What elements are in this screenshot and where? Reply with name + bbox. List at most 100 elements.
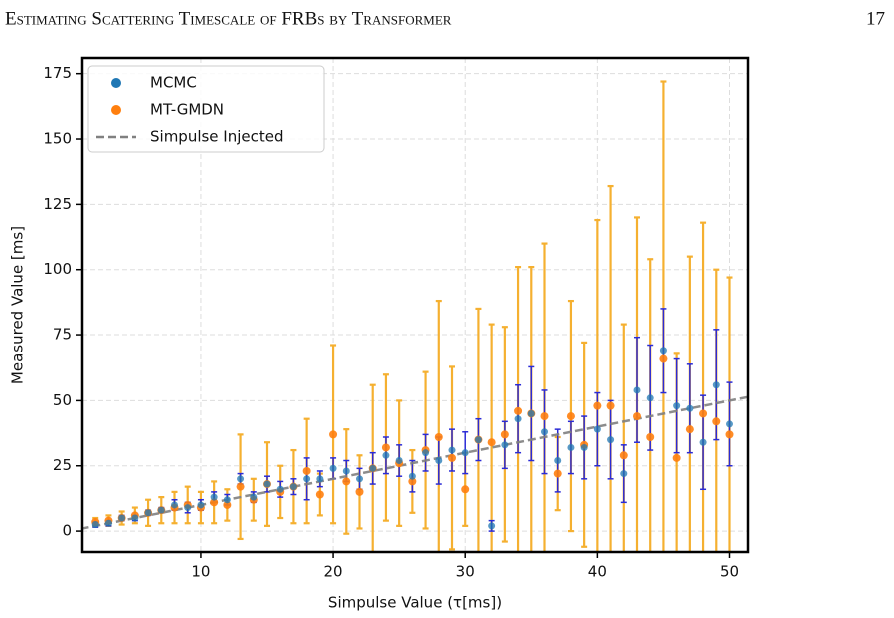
legend-swatch [111, 105, 121, 115]
point [144, 509, 152, 517]
point [316, 475, 324, 483]
x-tick-label: 10 [191, 563, 210, 581]
point [448, 446, 456, 454]
point [488, 522, 496, 530]
point [500, 430, 509, 439]
point [276, 485, 284, 493]
point [474, 436, 482, 444]
point [726, 420, 733, 428]
x-tick-label: 30 [456, 563, 475, 581]
point [672, 453, 681, 462]
point [302, 466, 311, 475]
point [567, 443, 575, 451]
point [461, 449, 469, 457]
point [541, 428, 548, 436]
point [514, 415, 522, 423]
y-tick-label: 175 [43, 64, 72, 82]
point [355, 487, 364, 496]
point [342, 467, 350, 475]
point [408, 472, 416, 480]
point [712, 417, 721, 426]
legend-label: MCMC [150, 74, 197, 92]
reference-line [82, 395, 748, 530]
point [223, 500, 232, 509]
x-tick-label: 50 [720, 563, 739, 581]
point [646, 432, 655, 441]
point [593, 425, 601, 433]
point [289, 483, 297, 491]
point [566, 412, 575, 421]
point [620, 470, 628, 478]
point [303, 475, 311, 483]
point [712, 381, 720, 389]
y-tick-label: 0 [62, 522, 72, 540]
point [210, 498, 219, 507]
point [487, 438, 496, 447]
point [408, 477, 417, 486]
page-number: 17 [866, 8, 885, 29]
legend-box [87, 65, 325, 153]
plot-area [82, 80, 748, 552]
point [382, 451, 390, 459]
y-axis-label: Measured Value [ms] [9, 226, 27, 384]
y-tick-label: 100 [43, 260, 72, 278]
point [329, 464, 337, 472]
point [184, 504, 192, 512]
point [699, 438, 707, 446]
point [237, 475, 245, 483]
y-tick-label: 75 [53, 326, 72, 344]
point [725, 430, 734, 439]
point [381, 443, 390, 452]
y-tick-label: 50 [53, 391, 72, 409]
point [250, 493, 258, 501]
point [342, 477, 351, 486]
legend-swatch [111, 78, 121, 88]
running-title: Estimating Scattering Timescale of FRBs … [5, 8, 452, 29]
point [593, 401, 602, 410]
x-axis-label: Simpulse Value (τ[ms]) [328, 594, 502, 612]
point [501, 441, 509, 449]
x-tick-label: 40 [588, 563, 607, 581]
point [540, 412, 549, 421]
point [553, 469, 562, 478]
point [395, 457, 403, 465]
axes-frame [80, 56, 750, 554]
point [514, 406, 523, 415]
point [527, 409, 535, 417]
point [435, 457, 443, 465]
point [131, 514, 139, 522]
point [223, 496, 231, 504]
point [619, 451, 628, 460]
x-tick-label: 20 [324, 563, 343, 581]
point [699, 409, 708, 418]
point [104, 519, 112, 527]
point [554, 457, 562, 465]
point [422, 449, 430, 457]
point [685, 425, 694, 434]
point [118, 514, 126, 522]
legend-label: MT-GMDN [150, 101, 224, 119]
axes-layer: 10 20 30 40 50 0 25 50 75 100 125 150 175 [43, 64, 739, 580]
point [210, 493, 218, 501]
point [686, 404, 694, 412]
point [263, 480, 271, 488]
point [606, 401, 615, 410]
y-tick-label: 125 [43, 195, 72, 213]
point [633, 386, 641, 394]
point [633, 412, 641, 421]
y-tick-label: 150 [43, 130, 72, 148]
point [171, 501, 178, 509]
point [236, 482, 245, 491]
point [580, 443, 588, 451]
point [646, 394, 654, 402]
point [461, 485, 470, 494]
point [659, 347, 667, 355]
point [157, 506, 165, 514]
point [356, 475, 363, 483]
y-tick-label: 25 [53, 456, 72, 474]
point [329, 430, 338, 439]
point [369, 464, 377, 472]
point [607, 436, 615, 444]
